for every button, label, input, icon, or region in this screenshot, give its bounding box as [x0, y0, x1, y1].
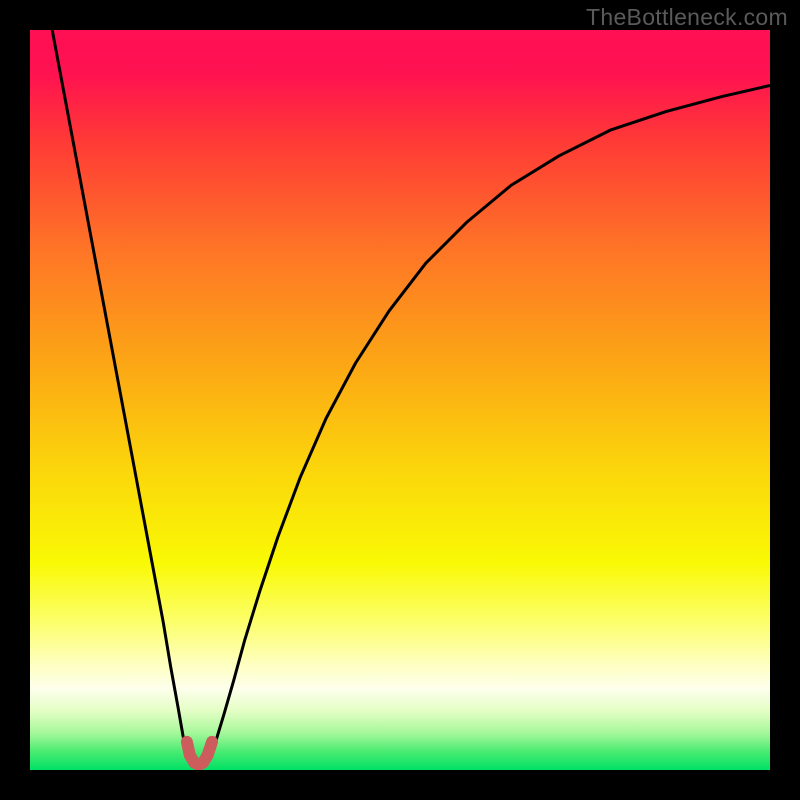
watermark-text: TheBottleneck.com: [586, 4, 788, 31]
plot-background: [30, 30, 770, 770]
bottleneck-chart: [0, 0, 800, 800]
chart-frame: TheBottleneck.com: [0, 0, 800, 800]
